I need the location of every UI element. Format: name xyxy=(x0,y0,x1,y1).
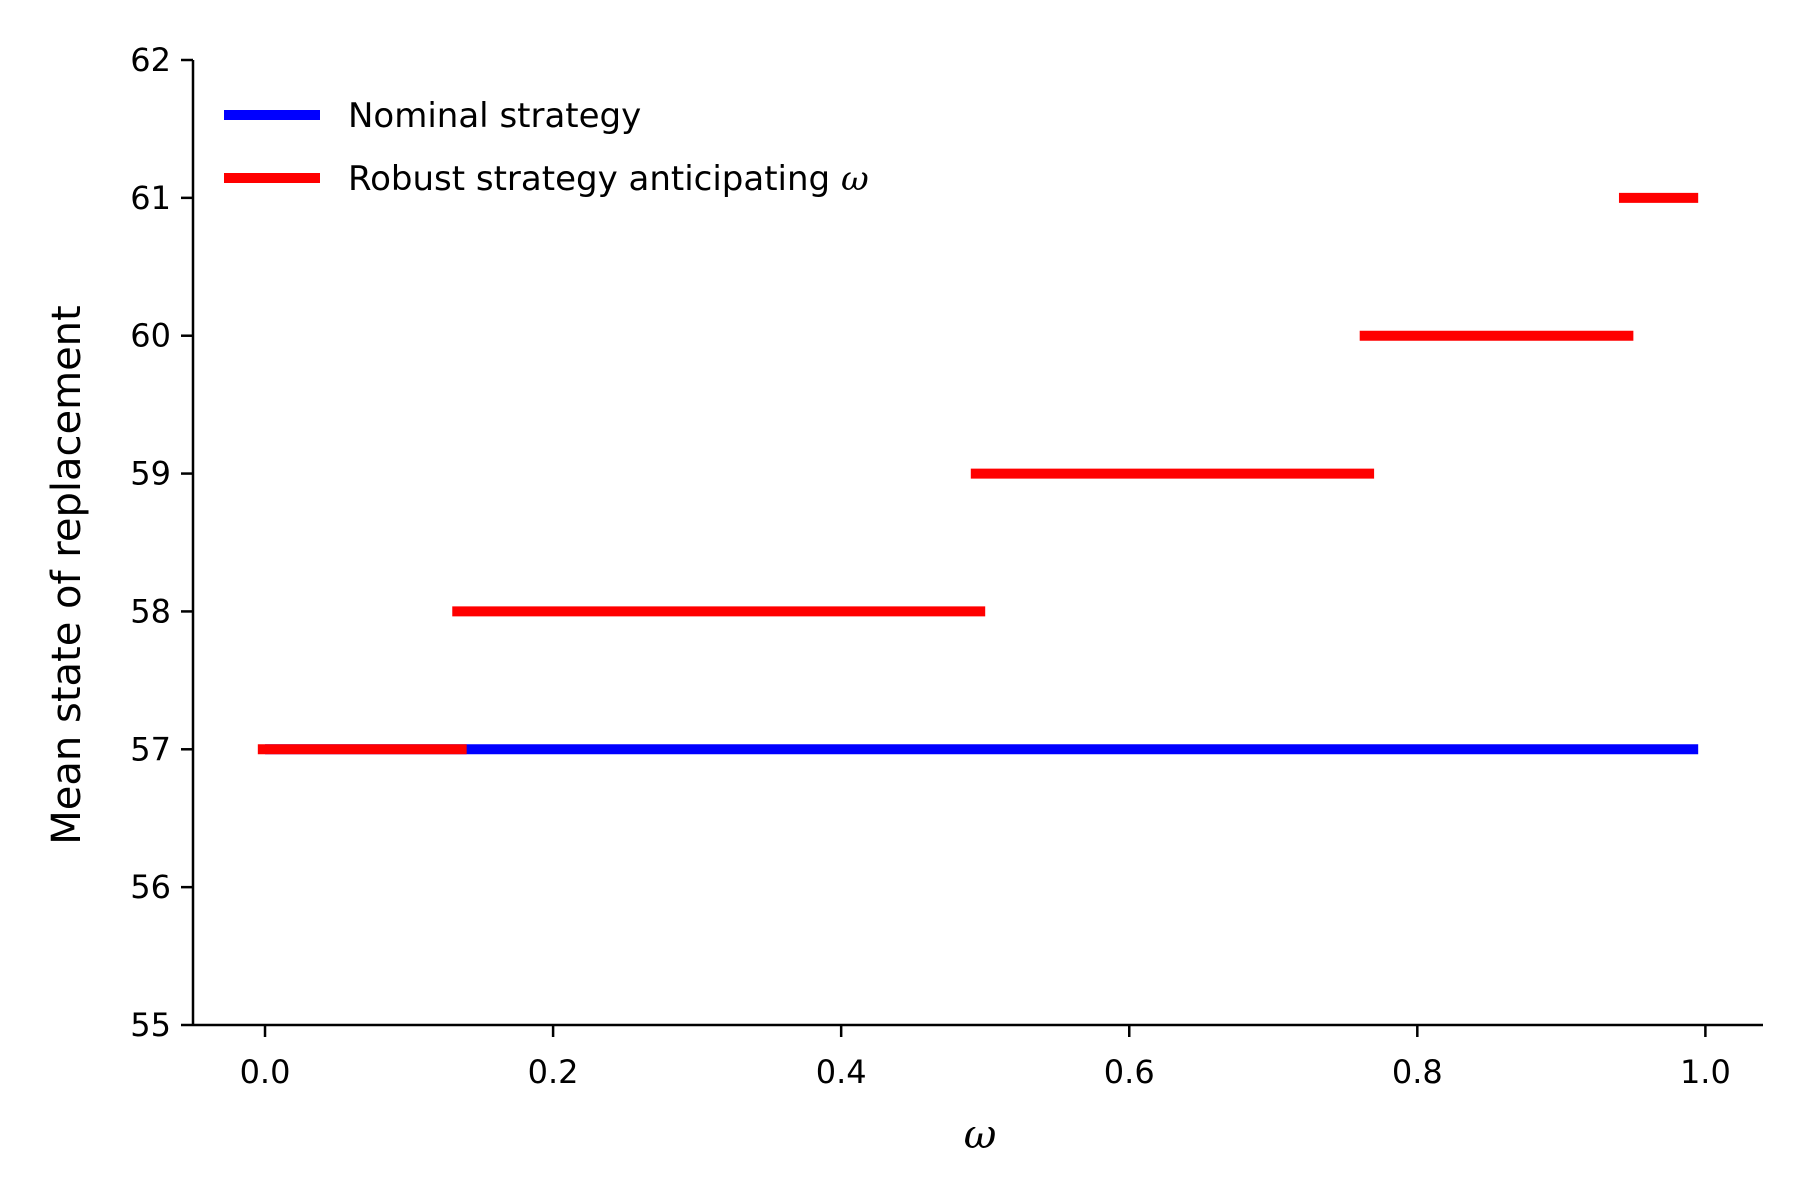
y-axis-title: Mean state of replacement xyxy=(44,305,90,844)
legend: Nominal strategy Robust strategy anticipa… xyxy=(224,96,869,199)
x-tick-label: 0.6 xyxy=(1104,1053,1155,1091)
plot-area xyxy=(257,192,1699,755)
y-tick-label: 56 xyxy=(130,868,171,906)
y-tick-label: 58 xyxy=(130,592,171,630)
x-tick-label: 0.8 xyxy=(1392,1053,1443,1091)
x-tick-label: 0.0 xyxy=(240,1053,291,1091)
y-tick-label: 62 xyxy=(130,41,171,79)
y-axis: 55 56 57 58 59 60 61 62 xyxy=(130,41,195,1044)
legend-label-0: Nominal strategy xyxy=(348,96,641,136)
x-axis-title: ω xyxy=(964,1112,997,1158)
y-tick-label: 59 xyxy=(130,455,171,493)
y-tick-label: 61 xyxy=(130,179,171,217)
x-tick-label: 0.2 xyxy=(528,1053,579,1091)
y-tick-label: 55 xyxy=(130,1006,171,1044)
x-axis: 0.0 0.2 0.4 0.6 0.8 1.0 xyxy=(193,1023,1763,1091)
x-tick-label: 0.4 xyxy=(816,1053,867,1091)
y-tick-label: 57 xyxy=(130,730,171,768)
legend-label-1: Robust strategy anticipating ω xyxy=(348,159,869,199)
x-tick-label: 1.0 xyxy=(1680,1053,1731,1091)
y-tick-label: 60 xyxy=(130,317,171,355)
